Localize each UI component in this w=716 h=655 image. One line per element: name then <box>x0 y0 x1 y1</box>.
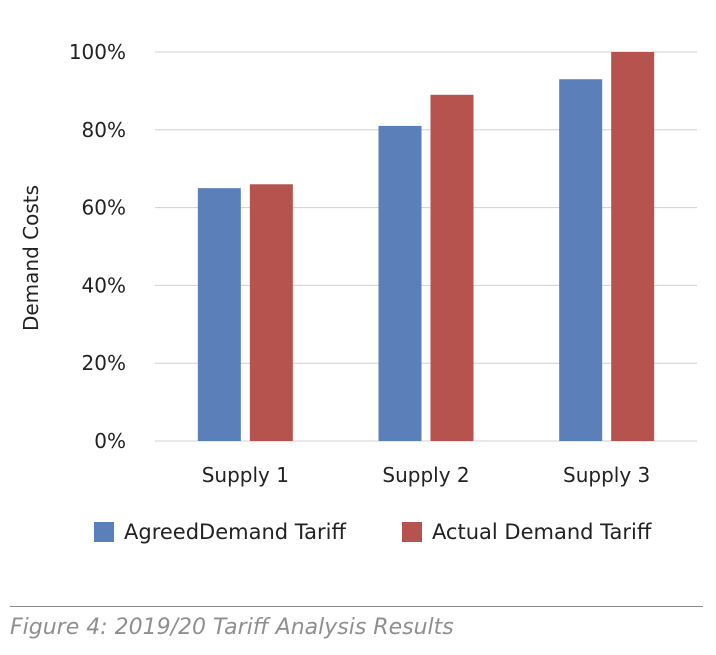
y-tick-label: 0% <box>94 429 126 453</box>
bar-actual-1 <box>249 184 293 441</box>
legend-item-agreed: AgreedDemand Tariff <box>94 520 346 544</box>
gridlines <box>155 51 697 442</box>
x-tick-label: Supply 1 <box>202 463 289 487</box>
bar-chart: 0%20%40%60%80%100% Supply 1 Supply 2 Suppl… <box>19 40 697 487</box>
y-tick-label: 60% <box>82 196 126 220</box>
legend-label-agreed: AgreedDemand Tariff <box>124 520 346 544</box>
y-tick-label: 20% <box>82 351 126 375</box>
y-axis-label: Demand Costs <box>19 185 43 331</box>
x-tick-label: Supply 3 <box>563 463 650 487</box>
bar-agreed-1 <box>197 188 241 441</box>
legend-item-actual: Actual Demand Tariff <box>401 520 652 544</box>
y-tick-label: 40% <box>82 273 126 297</box>
x-tick-label: Supply 2 <box>382 463 469 487</box>
caption-divider <box>10 606 703 607</box>
legend: AgreedDemand Tariff Actual Demand Tariff <box>94 517 707 547</box>
y-tick-label: 80% <box>82 118 126 142</box>
y-tick-labels: 0% 20% 40% 60% 80% 100% <box>69 40 126 453</box>
legend-label-actual: Actual Demand Tariff <box>431 520 652 544</box>
y-tick-label: 100% <box>69 40 126 64</box>
bar-actual-3 <box>611 52 655 441</box>
legend-swatch-actual <box>401 522 422 542</box>
bar-actual-2 <box>430 94 474 441</box>
bars <box>197 52 655 441</box>
x-tick-labels: Supply 1 Supply 2 Supply 3 <box>202 463 651 487</box>
figure-caption: Figure 4: 2019/20 Tariff Analysis Result… <box>10 615 454 640</box>
legend-swatch-agreed <box>94 522 114 542</box>
bar-agreed-2 <box>378 125 422 441</box>
bar-agreed-3 <box>559 79 603 441</box>
